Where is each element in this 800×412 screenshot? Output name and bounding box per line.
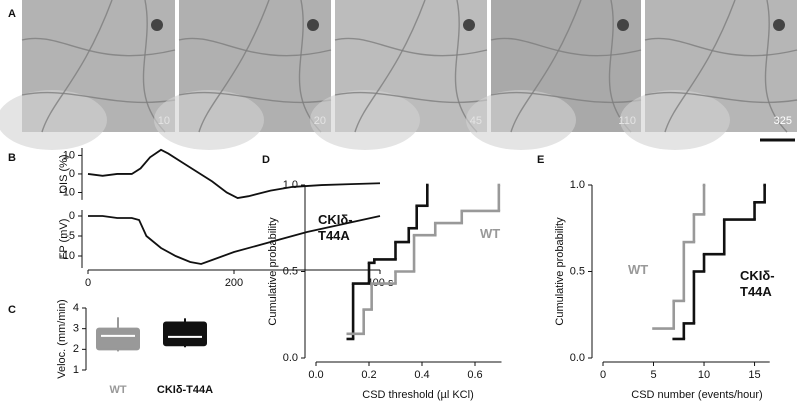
category-label: WT bbox=[109, 384, 126, 396]
vessel bbox=[142, 0, 166, 133]
x-tick-label: 15 bbox=[748, 369, 760, 381]
y-tick-label: -5 bbox=[65, 230, 75, 242]
x-tick-label: 10 bbox=[698, 369, 710, 381]
frame-glow bbox=[154, 90, 264, 150]
vessel bbox=[490, 91, 642, 104]
x-tick-label: 0.0 bbox=[308, 369, 323, 381]
panel-label: B bbox=[8, 152, 16, 164]
y-tick-label: 10 bbox=[63, 149, 75, 161]
box bbox=[96, 327, 140, 351]
vessel bbox=[764, 0, 788, 133]
y-tick-label: 1.0 bbox=[283, 179, 298, 191]
x-tick-label: 200 bbox=[225, 277, 243, 289]
y-tick-label: 2 bbox=[73, 343, 79, 355]
y-tick-label: 0.0 bbox=[570, 352, 585, 364]
x-tick-label: 5 bbox=[650, 369, 656, 381]
x-tick-label: 0.4 bbox=[414, 369, 429, 381]
vessel bbox=[334, 91, 488, 104]
image-frame: 10 bbox=[0, 0, 176, 150]
y-tick-label: 0.5 bbox=[570, 265, 585, 277]
trace bbox=[88, 215, 381, 265]
vessel bbox=[454, 0, 478, 133]
image-frame: 110 bbox=[466, 0, 642, 150]
y-tick-label: 4 bbox=[73, 302, 79, 314]
box bbox=[163, 321, 207, 347]
y-tick-label: 3 bbox=[73, 323, 79, 335]
frame-glow bbox=[620, 90, 730, 150]
x-tick-label: 0.6 bbox=[467, 369, 482, 381]
panel-label: A bbox=[8, 8, 16, 20]
vessel bbox=[608, 0, 632, 133]
marker-dot bbox=[617, 19, 629, 31]
image-frame: 20 bbox=[154, 0, 332, 150]
y-tick-label: -10 bbox=[59, 186, 75, 198]
panel-label: E bbox=[537, 154, 544, 166]
y-tick-label: 1 bbox=[73, 364, 79, 376]
y-tick-label: -10 bbox=[59, 250, 75, 262]
legend-label: WT bbox=[480, 226, 501, 241]
trace bbox=[87, 148, 381, 199]
y-tick-label: 0.0 bbox=[283, 352, 298, 364]
frame-glow bbox=[466, 90, 576, 150]
marker-dot bbox=[307, 19, 319, 31]
image-frame: 325 bbox=[620, 0, 798, 150]
y-axis-label: Cumulative probability bbox=[267, 217, 279, 326]
y-tick-label: 0 bbox=[69, 210, 75, 222]
marker-dot bbox=[463, 19, 475, 31]
y-tick-label: 0.5 bbox=[283, 265, 298, 277]
x-axis-label: CSD number (events/hour) bbox=[631, 389, 762, 401]
image-frame: 45 bbox=[310, 0, 488, 150]
legend-label: CKIδ-T44A bbox=[318, 212, 353, 243]
vessel bbox=[644, 91, 798, 104]
marker-dot bbox=[773, 19, 785, 31]
frame-glow bbox=[0, 90, 107, 150]
x-tick-label: 0 bbox=[600, 369, 606, 381]
x-tick-label: 0 bbox=[85, 277, 91, 289]
vessel bbox=[510, 0, 582, 133]
x-tick-label: 0.2 bbox=[361, 369, 376, 381]
frame-glow bbox=[310, 90, 420, 150]
vessel bbox=[490, 37, 642, 57]
panel-label: D bbox=[262, 154, 270, 166]
vessel bbox=[21, 37, 176, 57]
y-axis-label: FP (mV) bbox=[58, 219, 70, 260]
vessel bbox=[354, 0, 426, 133]
vessel bbox=[178, 91, 332, 104]
vessel bbox=[41, 0, 113, 133]
y-tick-label: 1.0 bbox=[570, 179, 585, 191]
category-label: CKIδ-T44A bbox=[157, 384, 213, 396]
vessel bbox=[198, 0, 270, 133]
y-tick-label: 0 bbox=[69, 168, 75, 180]
vessel bbox=[178, 37, 332, 57]
legend-label: CKIδ-T44A bbox=[740, 268, 775, 299]
y-axis-label: OIS (%) bbox=[58, 154, 70, 193]
vessel bbox=[664, 0, 736, 133]
marker-dot bbox=[151, 19, 163, 31]
y-axis-label: Veloc. (mm/min) bbox=[56, 299, 68, 378]
panel-label: C bbox=[8, 304, 16, 316]
vessel bbox=[21, 91, 176, 104]
y-axis-label: Cumulative probability bbox=[554, 217, 566, 326]
x-axis-label: CSD threshold (µl KCl) bbox=[362, 389, 473, 401]
vessel bbox=[334, 37, 488, 57]
vessel bbox=[644, 37, 798, 57]
vessel bbox=[298, 0, 322, 133]
legend-label: WT bbox=[628, 262, 649, 277]
frame-time: 325 bbox=[774, 115, 792, 127]
